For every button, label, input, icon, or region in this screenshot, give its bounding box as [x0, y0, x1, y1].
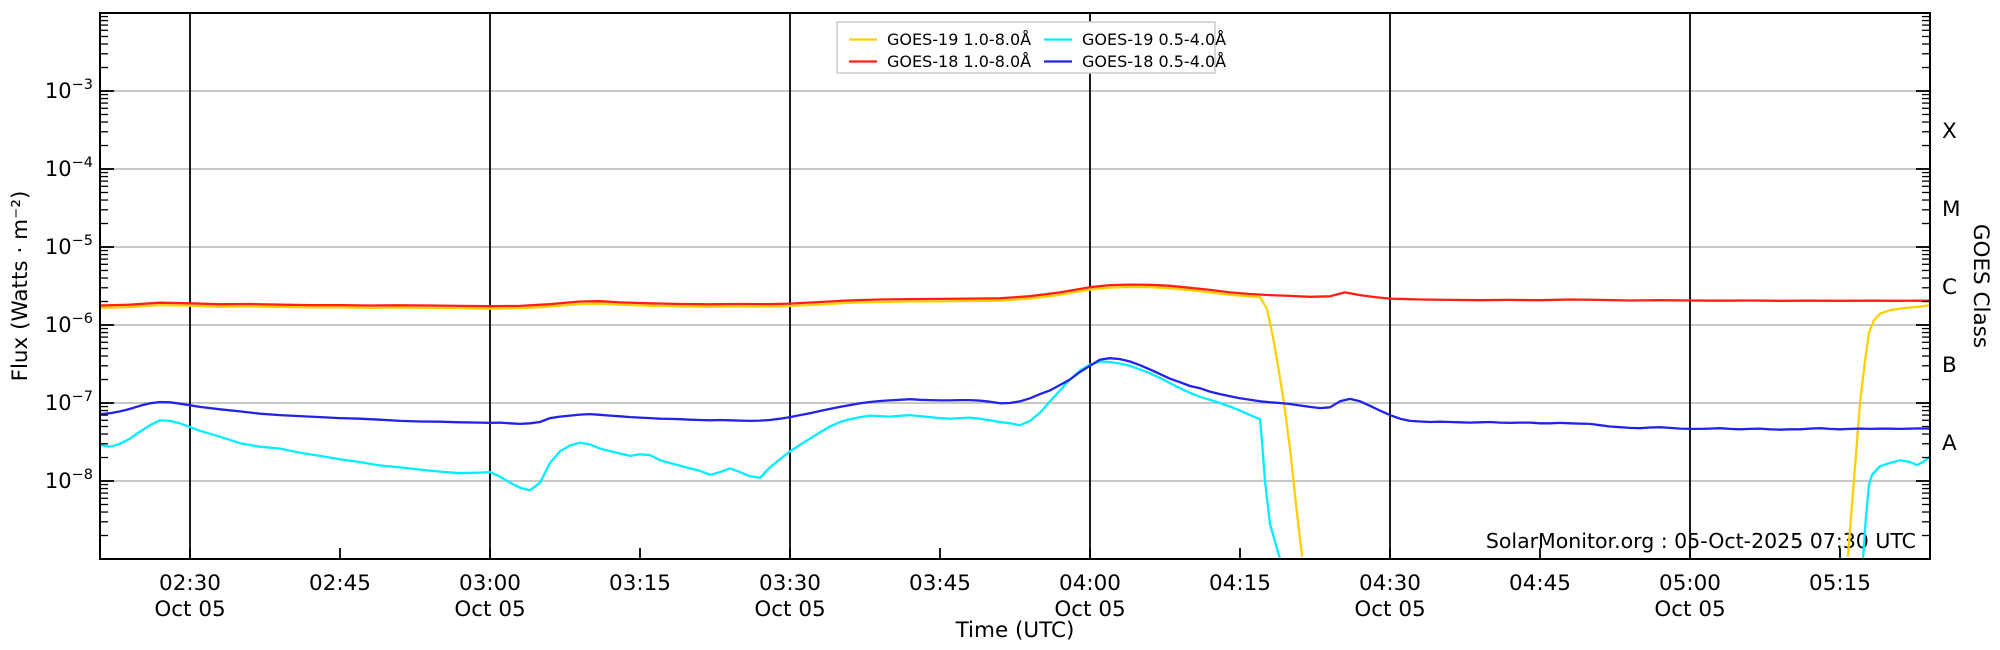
- y-tick-label-1e-3: 10−3: [45, 77, 93, 103]
- series-line-goes-19-1-0-8-0: [100, 285, 1304, 557]
- x-tick-day-label-04:30: Oct 05: [1354, 597, 1425, 622]
- legend-label-goes-18-0-5-4-0: GOES-18 0.5-4.0Å: [1082, 52, 1226, 71]
- y-axis-title-left: Flux (Watts · m⁻²): [8, 191, 33, 382]
- y-tick-label-1e-6: 10−6: [45, 311, 93, 337]
- goes-class-label-c: C: [1942, 275, 1957, 300]
- y-tick-label-1e-8: 10−8: [45, 467, 93, 493]
- series-line-goes-19-1-0-8-0-seg2: [1846, 303, 1930, 557]
- x-axis-title: Time (UTC): [955, 618, 1075, 643]
- x-tick-label-03:15: 03:15: [609, 571, 671, 596]
- legend: GOES-19 1.0-8.0Å GOES-18 1.0-8.0Å GOES-19 …: [836, 21, 1226, 74]
- series-layer: [100, 283, 1930, 559]
- legend-label-goes-19-0-5-4-0: GOES-19 0.5-4.0Å: [1082, 30, 1226, 49]
- x-tick-label-02:30: 02:30: [159, 571, 221, 596]
- series-line-goes-19-0-5-4-0: [100, 360, 1282, 559]
- series-line-goes-18-0-5-4-0: [100, 357, 1930, 431]
- y-tick-label-1e-5: 10−5: [45, 233, 93, 259]
- x-tick-label-02:45: 02:45: [309, 571, 371, 596]
- x-tick-day-label-05:00: Oct 05: [1654, 597, 1725, 622]
- series-line-goes-19-0-5-4-0-seg2: [1861, 455, 1930, 559]
- y-tick-label-1e-7: 10−7: [45, 389, 93, 415]
- series-line-goes-18-1-0-8-0: [100, 283, 1930, 308]
- x-tick-label-04:00: 04:00: [1059, 571, 1121, 596]
- x-tick-day-label-03:00: Oct 05: [454, 597, 525, 622]
- x-tick-day-label-04:00: Oct 05: [1054, 597, 1125, 622]
- goes-class-label-x: X: [1942, 119, 1957, 144]
- legend-box: [836, 21, 1216, 74]
- x-tick-label-03:30: 03:30: [759, 571, 821, 596]
- plot-area: [100, 13, 1930, 559]
- legend-label-goes-19-1-0-8-0: GOES-19 1.0-8.0Å: [887, 30, 1031, 49]
- x-tick-label-05:15: 05:15: [1809, 571, 1871, 596]
- x-tick-label-05:00: 05:00: [1659, 571, 1721, 596]
- x-tick-label-04:45: 04:45: [1509, 571, 1571, 596]
- watermark-text: SolarMonitor.org : 05-Oct-2025 07:30 UTC: [1486, 529, 1916, 553]
- x-tick-label-04:15: 04:15: [1209, 571, 1271, 596]
- x-tick-day-label-03:30: Oct 05: [754, 597, 825, 622]
- goes-class-label-m: M: [1942, 197, 1961, 222]
- plot-frame: [99, 12, 1931, 560]
- goes-class-label-a: A: [1942, 431, 1957, 456]
- x-tick-day-label-02:30: Oct 05: [154, 597, 225, 622]
- goes-class-label-b: B: [1942, 353, 1957, 378]
- x-tick-label-03:45: 03:45: [909, 571, 971, 596]
- y-axis-title-right: GOES Class: [1968, 224, 1993, 348]
- x-tick-label-04:30: 04:30: [1359, 571, 1421, 596]
- x-tick-label-03:00: 03:00: [459, 571, 521, 596]
- legend-label-goes-18-1-0-8-0: GOES-18 1.0-8.0Å: [887, 52, 1031, 71]
- y-tick-label-1e-4: 10−4: [45, 155, 93, 181]
